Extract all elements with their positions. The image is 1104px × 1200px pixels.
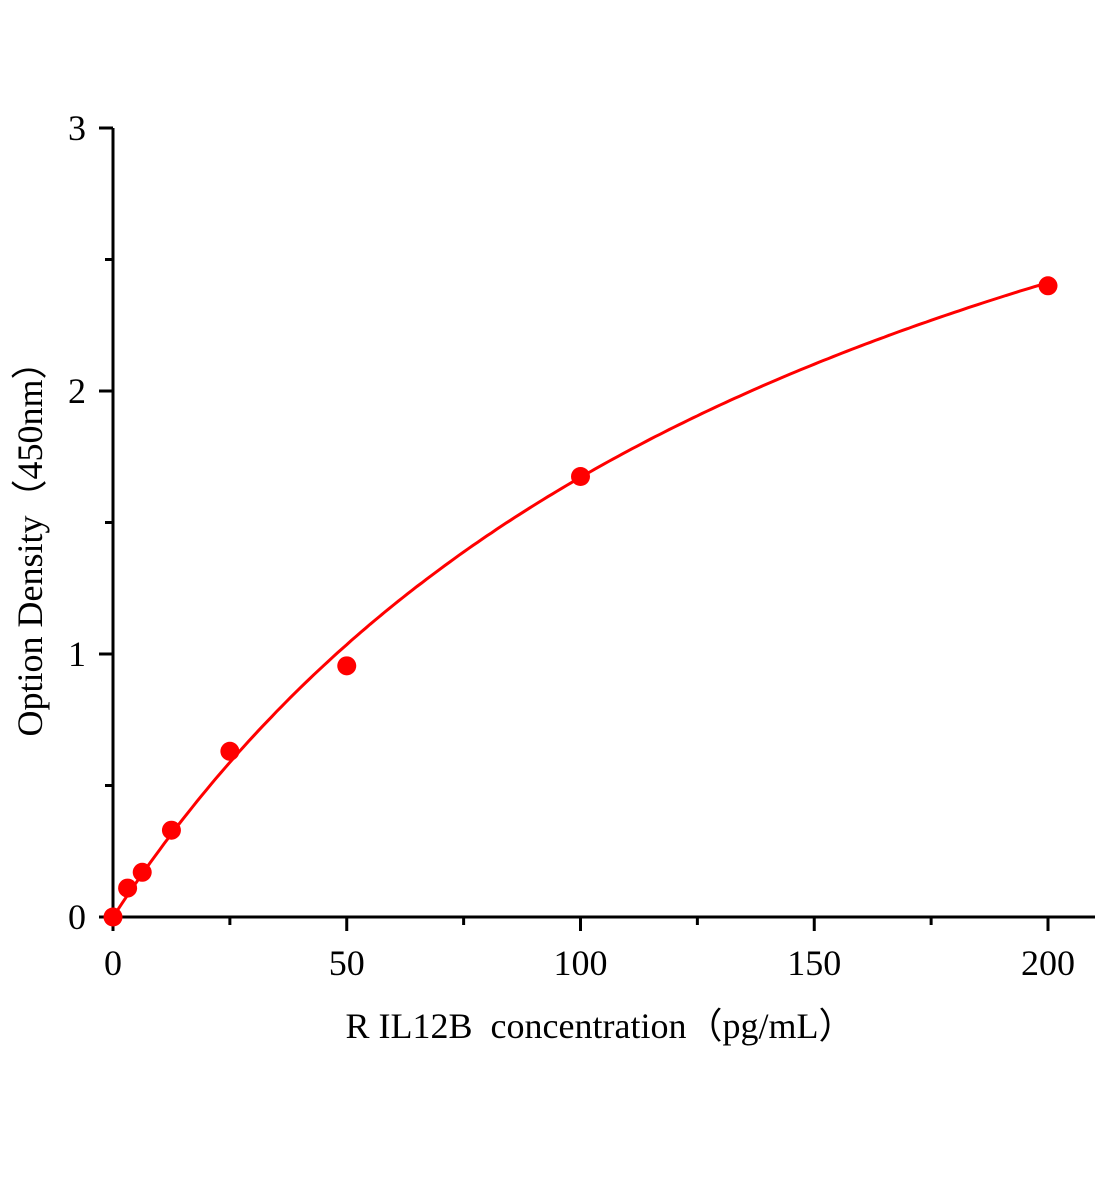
y-tick-label: 2 bbox=[68, 371, 86, 411]
x-axis-label: R IL12B concentration（pg/mL） bbox=[346, 1006, 855, 1046]
data-point bbox=[337, 656, 357, 676]
fit-curve bbox=[111, 281, 1049, 918]
data-point bbox=[571, 466, 590, 486]
data-point bbox=[132, 862, 152, 882]
y-tick-label: 1 bbox=[68, 634, 86, 674]
data-points bbox=[103, 276, 1058, 927]
x-tick-label: 0 bbox=[104, 943, 122, 983]
data-point bbox=[220, 741, 240, 761]
x-tick-label: 100 bbox=[554, 943, 608, 983]
fit-curve-group bbox=[111, 281, 1049, 918]
y-tick-label: 3 bbox=[68, 108, 86, 148]
x-tick-label: 150 bbox=[787, 943, 841, 983]
y-axis-label: Option Density（450nm） bbox=[10, 344, 50, 737]
data-point bbox=[118, 878, 138, 898]
axes: 0 50 100 150 200 0 1 2 3 bbox=[68, 108, 1095, 983]
data-point bbox=[1038, 276, 1058, 296]
y-tick-label: 0 bbox=[68, 897, 86, 937]
data-point bbox=[103, 907, 123, 927]
x-tick-label: 200 bbox=[1021, 943, 1075, 983]
x-tick-label: 50 bbox=[329, 943, 365, 983]
data-point bbox=[161, 820, 181, 840]
